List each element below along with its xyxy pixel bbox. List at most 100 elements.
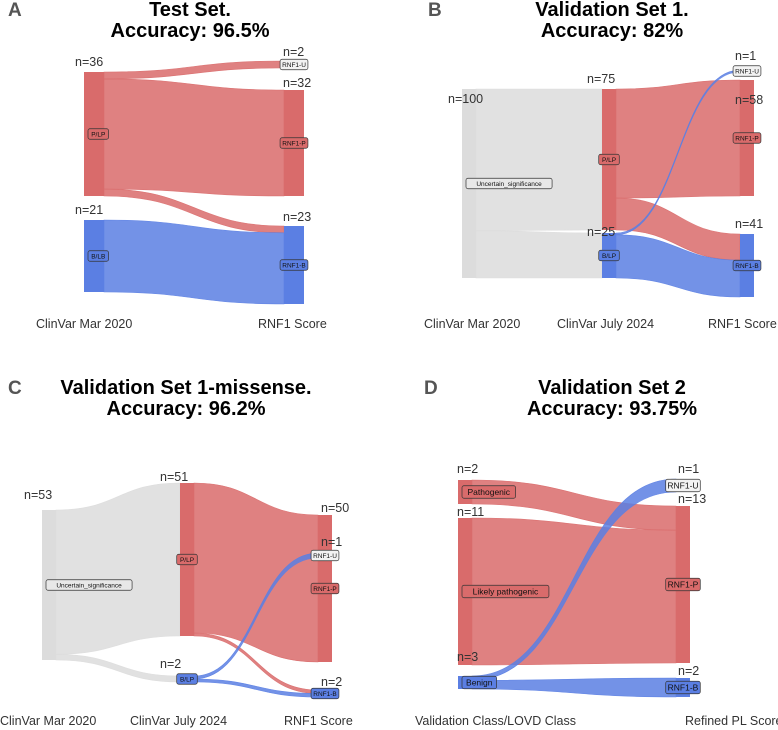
- node-label-P: RNF1-P: [735, 135, 758, 142]
- node-label-B: RNF1-B: [735, 263, 758, 270]
- count-label-VUS: n=100: [448, 92, 483, 106]
- chart-accuracy: Accuracy: 93.75%: [527, 398, 697, 420]
- axis-label-2: Refined PL Score: [685, 714, 778, 728]
- node-label-Ben: Benign: [466, 677, 493, 687]
- node-label-B-box: [310, 687, 340, 700]
- node-label-P-box: [665, 577, 701, 592]
- count-label-P: n=32: [283, 76, 311, 90]
- node-label-Path: Pathogenic: [468, 487, 511, 497]
- node-label-PLP: P/LP: [602, 157, 616, 164]
- node-label-U-box: [310, 549, 340, 562]
- count-label-U: n=1: [321, 535, 342, 549]
- node-label-P-box: [310, 582, 340, 595]
- node-label-VUS: Uncertain_significance: [476, 181, 542, 188]
- node-label-P: RNF1-P: [282, 140, 305, 147]
- axis-label-2: ClinVar July 2024: [130, 714, 227, 728]
- node-label-VUS-box: [465, 177, 553, 190]
- count-label-LP: n=11: [457, 505, 484, 519]
- count-label-P: n=58: [735, 93, 763, 107]
- count-label-B: n=2: [321, 675, 342, 689]
- axis-label-1: ClinVar Mar 2020: [36, 317, 132, 331]
- node-label-P: RNF1-P: [313, 586, 336, 593]
- node-label-LP-box: [461, 584, 550, 599]
- count-label-PLP: n=51: [160, 470, 188, 484]
- axis-label-2: RNF1 Score: [258, 317, 327, 331]
- panel-C: C Validation Set 1-missense.Accuracy: 96.…: [0, 377, 353, 728]
- panel-letter-C: C: [8, 378, 22, 399]
- count-label-U: n=2: [283, 45, 304, 59]
- node-label-PLP: P/LP: [180, 557, 194, 564]
- node-label-B: RNF1-B: [313, 691, 336, 698]
- axis-label-1: ClinVar Mar 2020: [424, 317, 520, 331]
- axis-label-1: Validation Class/LOVD Class: [415, 714, 576, 728]
- count-label-P: n=50: [321, 501, 349, 515]
- node-label-BLB-box: [176, 673, 198, 685]
- node-label-LP: Likely pathogenic: [473, 586, 539, 596]
- count-label-VUS: n=53: [24, 488, 52, 502]
- count-label-U: n=1: [678, 462, 699, 476]
- chart-title: Validation Set 1-missense.: [60, 377, 311, 399]
- node-label-U: RNF1-U: [313, 553, 337, 560]
- count-label-Path: n=2: [457, 462, 478, 476]
- node-label-PLP-box: [87, 128, 109, 140]
- count-label-B: n=23: [283, 210, 311, 224]
- node-label-B: RNF1-B: [668, 682, 699, 692]
- chart-title: Validation Set 2: [538, 377, 686, 399]
- node-label-P: RNF1-P: [668, 579, 699, 589]
- node-label-P-box: [279, 137, 309, 149]
- link-Ben-to-B: [471, 677, 677, 698]
- panel-A: A Test Set.Accuracy: 96.5% P/LP n=36 B/LB n=2…: [8, 0, 327, 331]
- node-label-VUS: Uncertain_significance: [56, 582, 122, 589]
- node-label-B: RNF1-B: [282, 262, 305, 269]
- node-label-Ben-box: [461, 675, 497, 690]
- chart-accuracy: Accuracy: 82%: [541, 20, 684, 42]
- link-VUS-to-BLB: [475, 230, 603, 279]
- count-label-PLP: n=75: [587, 72, 615, 86]
- link-VUS-to-PLP: [475, 88, 603, 232]
- link-BLB-to-B: [103, 219, 285, 305]
- node-label-P-box: [732, 132, 762, 144]
- link-PLP-to-P: [615, 79, 741, 199]
- count-label-BLB: n=25: [587, 225, 615, 239]
- node-label-U-box: [279, 58, 309, 71]
- panel-letter-D: D: [424, 378, 438, 399]
- link-PLP-to-P: [103, 78, 285, 197]
- node-label-U-box: [665, 478, 701, 493]
- node-label-U: RNF1-U: [667, 480, 698, 490]
- node-label-PLP-box: [598, 153, 620, 166]
- count-label-B: n=41: [735, 217, 763, 231]
- node-label-BLB-box: [598, 249, 620, 262]
- node-label-BLB: B/LP: [180, 676, 194, 683]
- node-label-B-box: [665, 680, 701, 695]
- axis-label-3: RNF1 Score: [708, 317, 777, 331]
- count-label-B: n=2: [678, 664, 699, 678]
- axis-label-1: ClinVar Mar 2020: [0, 714, 96, 728]
- count-label-BLB: n=2: [160, 657, 181, 671]
- count-label-P: n=13: [678, 492, 706, 506]
- node-label-U: RNF1-U: [282, 62, 306, 69]
- chart-title: Validation Set 1.: [535, 0, 688, 21]
- node-label-BLB-box: [87, 250, 109, 262]
- node-label-U-box: [732, 65, 762, 77]
- chart-accuracy: Accuracy: 96.2%: [107, 398, 266, 420]
- axis-label-3: RNF1 Score: [284, 714, 353, 728]
- count-label-U: n=1: [735, 49, 756, 63]
- count-label-PLP: n=36: [75, 55, 103, 69]
- node-label-U: RNF1-U: [735, 68, 759, 75]
- node-label-PLP: P/LP: [91, 131, 105, 138]
- node-label-B-box: [732, 259, 762, 272]
- node-label-BLB: B/LP: [602, 253, 616, 260]
- panel-letter-A: A: [8, 0, 22, 21]
- panel-letter-B: B: [428, 0, 442, 21]
- node-label-VUS-box: [45, 579, 133, 591]
- panel-B: B Validation Set 1.Accuracy: 82% Uncertain…: [424, 0, 777, 331]
- link-VUS-to-PLP: [55, 482, 181, 655]
- node-label-Path-box: [461, 485, 516, 499]
- chart-title: Test Set.: [149, 0, 231, 21]
- chart-accuracy: Accuracy: 96.5%: [111, 20, 270, 42]
- link-PLP-to-U: [103, 60, 285, 80]
- node-label-B-box: [279, 259, 309, 271]
- node-label-PLP-box: [176, 553, 198, 566]
